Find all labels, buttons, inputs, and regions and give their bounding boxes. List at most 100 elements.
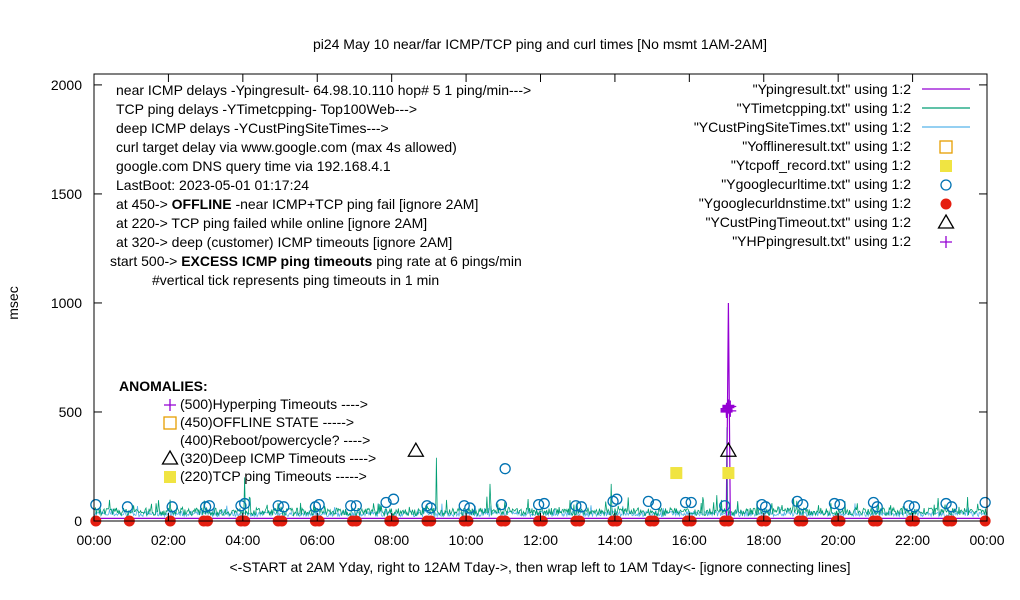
series-point-open-circle [575,501,588,513]
info-text-block: near ICMP delays -Ypingresult- 64.98.10.… [110,82,531,288]
series-point-open-circle [239,497,251,510]
anomaly-marker [163,416,177,430]
plot-area: 0 500 1000 1500 2000 00:00 02:00 04:00 06:00 08:0… [51,73,1005,548]
y-tick-label: 1500 [51,186,82,202]
series-point-open-circle [499,463,511,475]
legend-swatch [939,140,953,154]
anomaly-label: (220)TCP ping Timeouts -----> [180,468,367,484]
anomaly-label: (450)OFFLINE STATE -----> [180,414,354,430]
legend-swatch [937,213,955,229]
series-point-open-circle [759,501,772,513]
series-point-open-circle [345,500,357,512]
x-axis-label: <-START at 2AM Yday, right to 12AM Tday-… [229,559,850,575]
threshold-line: at 450-> OFFLINE -near ICMP+TCP ping fai… [116,196,478,212]
series-point-open-circle [940,497,952,510]
series-point-open-circle [685,496,697,509]
series-point-open-circle [756,498,768,511]
anomaly-label: (500)Hyperping Timeouts ----> [180,396,368,412]
series-point-open-circle [380,496,392,509]
series-point-open-circle [719,500,731,512]
series-point-open-circle [607,495,619,508]
legend-label: "Ytcpoff_record.txt" using 1:2 [731,157,911,173]
series-point-open-circle [679,496,692,509]
legend: "Ypingresult.txt" using 1:2 "YTimetcpping… [694,81,970,249]
legend-label: "Ygooglecurldnstime.txt" using 1:2 [699,195,911,211]
series-point-open-circle [278,501,290,513]
series-point-open-circle [272,500,284,512]
series-point-plus [724,400,737,413]
y-axis-label: msec [5,286,21,319]
legend-label: "YCustPingSiteTimes.txt" using 1:2 [694,119,911,135]
threshold-line: at 220-> TCP ping failed while online [i… [116,215,427,231]
series-point-open-circle [203,500,215,512]
anomaly-label: (320)Deep ICMP Timeouts ----> [180,450,376,466]
threshold-line: at 320-> deep (customer) ICMP timeouts [… [116,234,452,250]
legend-swatch [940,160,952,172]
legend-label: "Ygooglecurltime.txt" using 1:2 [721,176,911,192]
series-point-open-circle [425,502,437,514]
x-tick-label: 00:00 [76,532,111,548]
series-point-open-circle [791,495,803,508]
legend-label: "Yofflineresult.txt" using 1:2 [742,138,911,154]
series-point-open-circle [946,501,958,513]
info-line: deep ICMP delays -YCustPingSiteTimes---> [116,120,389,136]
series-point-open-circle [464,502,476,514]
legend-swatch [940,179,952,191]
legend-swatch [940,198,952,210]
series-point-open-circle [350,500,362,512]
series-point-open-circle [650,498,662,511]
series-point-open-circle [532,498,545,511]
chart-title: pi24 May 10 near/far ICMP/TCP ping and c… [313,36,767,52]
x-tick-label: 12:00 [523,532,558,548]
x-tick-label: 22:00 [895,532,930,548]
x-tick-label: 06:00 [300,532,335,548]
series-point-open-circle [834,498,846,511]
info-line: near ICMP delays -Ypingresult- 64.98.10.… [116,82,531,98]
series-point-open-circle [828,497,841,510]
series-point-plus [722,399,735,412]
info-line: TCP ping delays -YTimetcpping- Top100Web… [116,101,417,117]
info-line: curl target delay via www.google.com (ma… [116,139,457,155]
x-tick-label: 16:00 [672,532,707,548]
series-point-open-circle [235,500,247,512]
x-tick-label: 14:00 [597,532,632,548]
anomaly-marker [161,449,179,465]
x-tick-label: 10:00 [449,532,484,548]
x-tick-label: 18:00 [746,532,781,548]
series-point-open-circle [387,493,400,505]
info-line: google.com DNS query time via 192.168.4.… [116,158,391,174]
legend-label: "YCustPingTimeout.txt" using 1:2 [705,214,911,230]
x-tick-label: 02:00 [151,532,186,548]
y-tick-label: 2000 [51,77,82,93]
series-point-open-circle [797,498,809,511]
threshold-line: start 500-> EXCESS ICMP ping timeouts pi… [110,253,522,269]
x-tick-label: 08:00 [374,532,409,548]
y-tick-label: 1000 [51,295,82,311]
anomalies-title: ANOMALIES: [119,378,208,394]
anomaly-marker [164,471,176,483]
info-line: LastBoot: 2023-05-01 01:17:24 [116,177,309,193]
anomaly-marker [164,399,176,411]
x-tick-label: 00:00 [969,532,1004,548]
legend-label: "YTimetcpping.txt" using 1:2 [737,100,912,116]
vertical-tick-note: #vertical tick represents ping timeouts … [152,272,439,288]
legend-label: "Ypingresult.txt" using 1:2 [753,81,912,97]
series-point-open-circle [611,493,623,505]
series-point-filled-square [670,467,683,480]
series-point-open-triangle [719,441,738,457]
series-point-open-circle [90,498,102,511]
x-tick-label: 04:00 [225,532,260,548]
anomaly-label: (400)Reboot/powercycle? ----> [180,432,370,448]
series-point-open-triangle [407,441,425,457]
series-point-filled-square [722,467,735,480]
legend-label: "YHPpingresult.txt" using 1:2 [732,233,911,249]
series-point-open-circle [979,496,991,509]
y-tick-label: 500 [59,404,83,420]
series-point-open-circle [166,501,178,513]
series-point-open-circle [121,501,134,513]
x-tick-label: 20:00 [821,532,856,548]
y-tick-label: 0 [74,513,82,529]
series-point-open-circle [313,498,325,511]
series-point-open-circle [908,501,921,513]
